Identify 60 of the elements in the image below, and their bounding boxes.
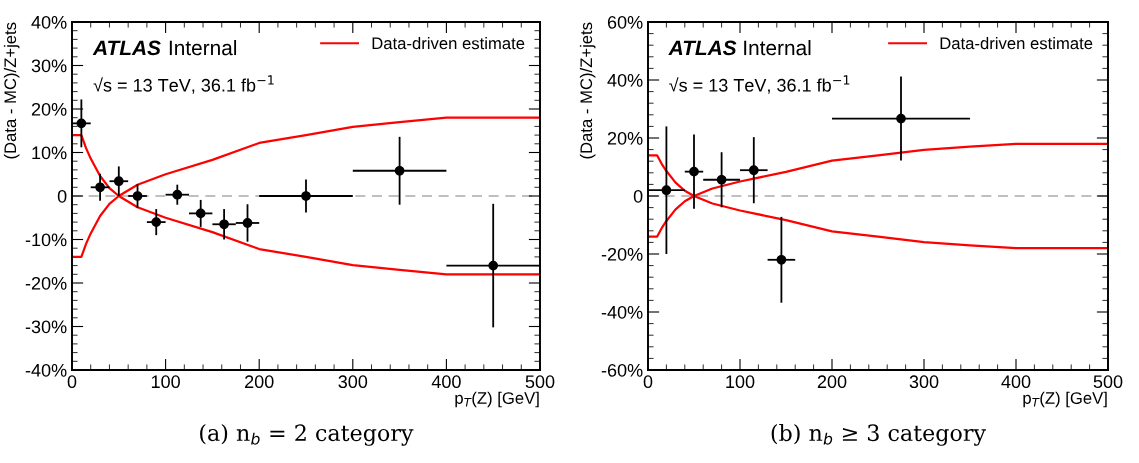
- annotation: Internal: [169, 39, 237, 56]
- y-tick-label: 20%: [31, 102, 67, 116]
- y-axis-title: (Data - MC)/Z+jets: [579, 22, 596, 159]
- y-axis-title: (Data - MC)/Z+jets: [3, 22, 20, 159]
- annotation: ATLAS: [92, 40, 161, 56]
- point: [748, 165, 759, 176]
- x-tick-label: 0: [643, 375, 653, 389]
- y-tick-label: 40%: [607, 73, 643, 87]
- point: [172, 189, 183, 200]
- x-tick-label: 200: [245, 375, 274, 389]
- y-tick-label: 0: [57, 189, 67, 203]
- x-tick-label: 400: [431, 375, 461, 389]
- legend-label: Data-driven estimate: [940, 37, 1093, 50]
- point: [219, 219, 229, 230]
- y-tick-label: -30%: [25, 320, 67, 334]
- y-tick-label: 30%: [31, 59, 67, 73]
- y-tick-label: -40%: [25, 363, 67, 377]
- x-tick-label: 500: [525, 375, 555, 389]
- point: [132, 191, 143, 201]
- point: [95, 182, 105, 193]
- annotation: ATLAS: [668, 40, 737, 56]
- x-axis-title: p$_{T}$(Z) [GeV]: [455, 391, 539, 408]
- y-tick-label: -20%: [601, 247, 643, 261]
- annotation: √s = 13 TeV, 36.1 fb$^{−1}$: [669, 75, 850, 94]
- y-tick-label: -40%: [601, 305, 643, 319]
- y-tick-label: 20%: [607, 131, 643, 145]
- point: [488, 260, 499, 271]
- annotation: √s = 13 TeV, 36.1 fb$^{−1}$: [93, 75, 274, 94]
- y-tick-label: -60%: [601, 363, 643, 377]
- point: [689, 166, 699, 177]
- x-tick-label: 300: [338, 375, 368, 389]
- y-tick-label: 60%: [607, 15, 643, 29]
- point: [195, 208, 206, 219]
- y-tick-label: -20%: [25, 276, 67, 290]
- point: [661, 185, 672, 196]
- x-tick-label: 0: [67, 375, 77, 389]
- point: [151, 217, 162, 227]
- point: [113, 176, 124, 187]
- y-tick-label: 10%: [32, 146, 67, 160]
- annotation: Internal: [744, 39, 811, 56]
- x-tick-label: 300: [909, 375, 939, 389]
- x-tick-label: 100: [726, 375, 755, 389]
- point: [776, 254, 787, 265]
- x-tick-label: 500: [1093, 375, 1123, 389]
- y-tick-label: -10%: [25, 233, 67, 247]
- point: [76, 118, 87, 129]
- x-tick-label: 200: [817, 375, 847, 389]
- y-tick-label: 40%: [31, 15, 67, 29]
- x-tick-label: 100: [151, 375, 180, 389]
- point: [242, 218, 253, 228]
- point: [301, 191, 311, 201]
- text: (b) n$_{b}$ ≥ 3 category: [771, 423, 986, 446]
- x-tick-label: 400: [1001, 375, 1031, 389]
- point: [394, 165, 405, 176]
- text: (a) n$_{b}$ = 2 category: [200, 423, 414, 446]
- point: [896, 113, 906, 124]
- legend-label: Data-driven estimate: [372, 37, 525, 50]
- point: [716, 174, 727, 185]
- y-tick-label: 0: [633, 189, 643, 203]
- x-axis-title: p$_{T}$(Z) [GeV]: [1023, 391, 1107, 408]
